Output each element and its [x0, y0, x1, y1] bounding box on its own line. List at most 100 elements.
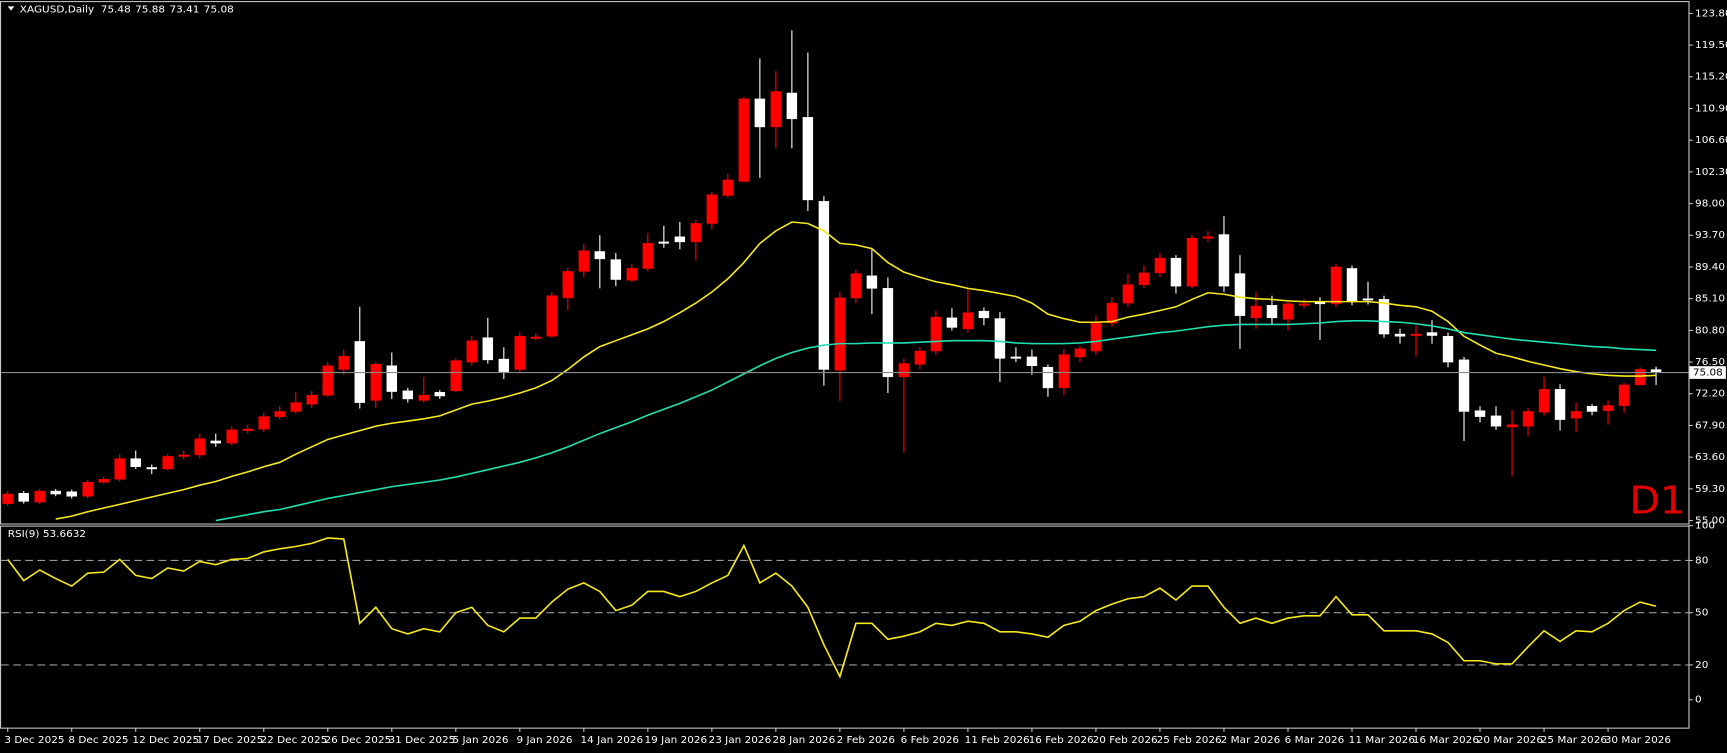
- x-tick-label: 25 Feb 2026: [1157, 734, 1222, 746]
- candle-body: [578, 250, 590, 272]
- candle-body: [1538, 389, 1550, 413]
- candle-body: [402, 390, 414, 400]
- candle-body: [1634, 369, 1646, 386]
- candle-body: [914, 350, 926, 365]
- y-tick-label: 80.80: [1695, 324, 1725, 336]
- y-tick-label: 59.30: [1695, 483, 1725, 495]
- candle-body: [1346, 268, 1358, 302]
- x-tick-label: 2 Mar 2026: [1221, 734, 1281, 746]
- candle-body: [130, 458, 141, 468]
- candle-body: [450, 360, 462, 392]
- candle-body: [514, 336, 526, 370]
- candle-body: [466, 340, 478, 363]
- moving-average: [215, 319, 1657, 522]
- candle-body: [66, 491, 77, 497]
- candle-body: [930, 316, 942, 352]
- candle-body: [1074, 348, 1086, 358]
- candle-body: [1218, 234, 1230, 287]
- candle-body: [274, 411, 285, 417]
- candle-body: [978, 310, 990, 319]
- x-tick-label: 6 Mar 2026: [1285, 734, 1345, 746]
- candle-body: [210, 440, 221, 444]
- candle-body: [34, 490, 45, 503]
- candle-body: [1234, 273, 1246, 316]
- x-tick-label: 23 Jan 2026: [709, 734, 772, 746]
- candle-body: [1122, 284, 1134, 304]
- candle-body: [1106, 302, 1118, 324]
- candle-body: [1090, 322, 1102, 352]
- candle-body: [850, 273, 862, 299]
- y-tick-label: 100: [1695, 520, 1715, 532]
- candle-body: [290, 402, 302, 412]
- candle-body: [482, 337, 494, 361]
- y-tick-label: 102.30: [1695, 166, 1727, 178]
- x-tick-label: 19 Jan 2026: [645, 734, 708, 746]
- candle-body: [1506, 424, 1518, 428]
- candle-body: [1586, 406, 1598, 412]
- candle-body: [162, 456, 173, 470]
- symbol-title: XAGUSD,Daily: [20, 4, 94, 16]
- candle-body: [754, 98, 766, 128]
- y-tick-label: 0: [1695, 694, 1702, 706]
- rsi-title: RSI(9) 53.6632: [8, 528, 86, 540]
- candle-body: [1442, 336, 1454, 363]
- y-tick-label: 110.90: [1695, 103, 1727, 115]
- y-tick-label: 20: [1695, 659, 1708, 671]
- candle-body: [98, 479, 109, 483]
- y-tick-label: 63.60: [1695, 451, 1725, 463]
- candle-body: [1170, 257, 1182, 287]
- y-tick-label: 123.80: [1695, 8, 1727, 20]
- candle-body: [722, 179, 734, 196]
- candle-body: [1426, 332, 1438, 336]
- y-tick-label: 55.00: [1695, 515, 1725, 527]
- candle-body: [706, 194, 718, 224]
- candle-body: [18, 493, 29, 502]
- moving-average: [55, 221, 1657, 520]
- x-tick-label: 16 Mar 2026: [1413, 734, 1479, 746]
- x-tick-label: 26 Dec 2025: [324, 734, 391, 746]
- candle-body: [226, 429, 237, 444]
- candle-body: [498, 358, 510, 372]
- x-tick-label: 17 Dec 2025: [196, 734, 263, 746]
- candle-body: [1378, 299, 1390, 335]
- candle-body: [1570, 411, 1582, 419]
- candle-body: [610, 259, 622, 280]
- y-tick-label: 106.60: [1695, 134, 1727, 146]
- candle-body: [242, 428, 253, 431]
- candle-body: [562, 271, 574, 299]
- candle-body: [1042, 366, 1054, 389]
- candle-body: [1298, 303, 1310, 306]
- candle-body: [1490, 415, 1502, 427]
- candle-body: [194, 438, 205, 456]
- quote-close: 75.08: [204, 4, 234, 16]
- y-tick-label: 67.90: [1695, 420, 1725, 432]
- y-tick-label: 76.50: [1695, 356, 1725, 368]
- candle-body: [1474, 410, 1486, 417]
- y-tick-label: 50: [1695, 607, 1708, 619]
- x-tick-label: 8 Dec 2025: [68, 734, 128, 746]
- candle-body: [1010, 356, 1022, 359]
- candle-body: [866, 275, 878, 289]
- y-tick-label: 98.00: [1695, 198, 1725, 210]
- candle-body: [802, 117, 814, 201]
- candle-body: [2, 493, 13, 504]
- candle-body: [738, 98, 750, 182]
- y-tick-label: 93.70: [1695, 229, 1725, 241]
- candle-body: [1186, 237, 1198, 287]
- candle-body: [530, 336, 542, 339]
- candle-body: [146, 467, 157, 470]
- price-tag: [1689, 366, 1726, 379]
- candles: [2, 30, 1662, 506]
- candle-body: [1202, 236, 1214, 239]
- candle-body: [818, 201, 830, 370]
- candle-body: [386, 365, 398, 392]
- x-tick-label: 31 Dec 2025: [388, 734, 455, 746]
- candle-body: [418, 394, 430, 401]
- main-pane-frame: [0, 1, 1690, 525]
- x-tick-label: 2 Feb 2026: [837, 734, 895, 746]
- rsi-pane-frame: [0, 525, 1690, 729]
- candle-body: [1602, 405, 1614, 411]
- candle-body: [434, 392, 446, 397]
- candle-body: [770, 91, 782, 128]
- x-tick-label: 3 Dec 2025: [4, 734, 64, 746]
